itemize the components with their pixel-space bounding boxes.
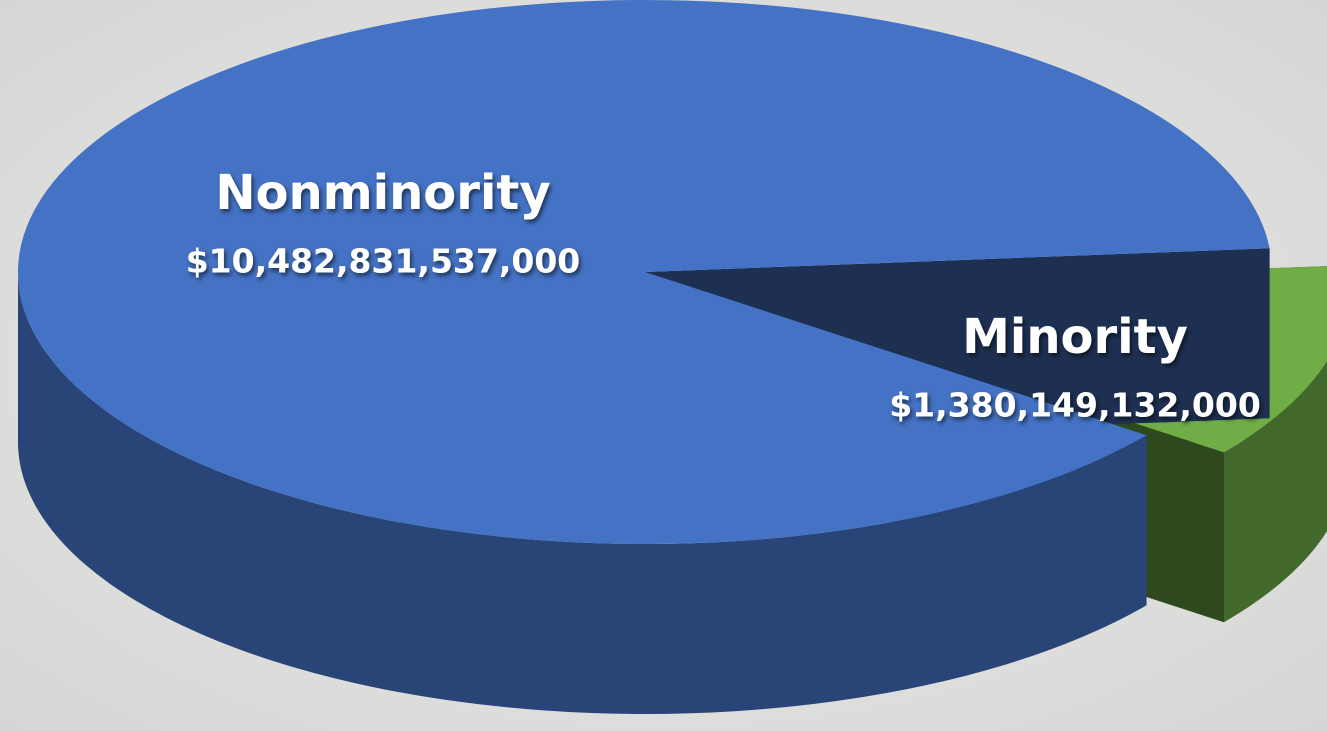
category-label: Minority <box>962 309 1188 365</box>
slice-side <box>18 272 1147 714</box>
pie <box>18 0 1327 714</box>
labels: Minority $1,380,149,132,000 Nonminority $10… <box>186 165 1261 425</box>
slice-side <box>1224 361 1327 623</box>
slice <box>18 0 1270 714</box>
category-label: Nonminority <box>215 165 550 221</box>
value-label: $1,380,149,132,000 <box>889 386 1261 425</box>
value-label: $10,482,831,537,000 <box>186 242 581 281</box>
slice-top <box>18 0 1270 545</box>
